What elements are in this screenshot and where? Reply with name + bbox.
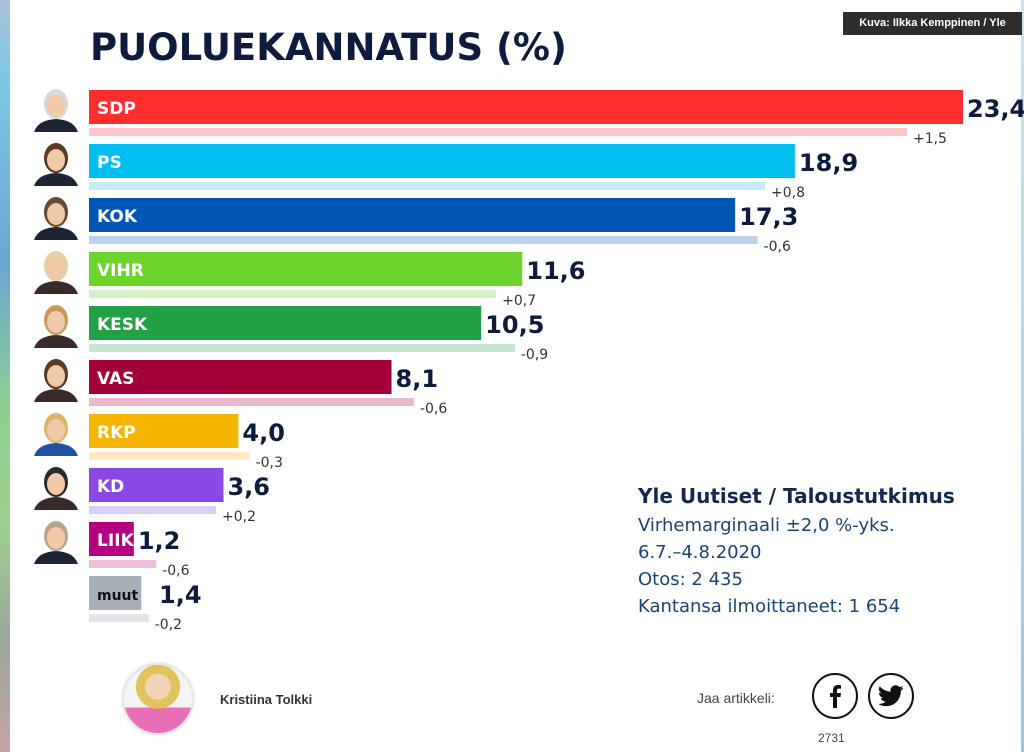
bar-chart: SDP 23,4 +1,5 PS 18,9 +0,8 KOK 17,3 -0,6 VIHR 11,6… — [34, 88, 1024, 633]
bar-vas — [89, 360, 392, 394]
share-count: 2731 — [818, 731, 845, 745]
twitter-icon — [878, 685, 904, 707]
right-decorative-strip — [1021, 0, 1024, 752]
previous-bar-kd — [89, 506, 216, 514]
politician-portrait — [34, 466, 78, 510]
previous-bar-vihr — [89, 290, 497, 298]
change-label: -0,3 — [256, 455, 283, 471]
twitter-share-button[interactable] — [868, 673, 914, 719]
politician-portrait — [34, 250, 78, 294]
politician-portrait — [34, 412, 78, 456]
author-name[interactable]: Kristiina Tolkki — [220, 691, 313, 707]
change-label: -0,9 — [521, 347, 548, 363]
photo-credit: Kuva: Ilkka Kemppinen / Yle — [843, 12, 1022, 35]
previous-bar-vas — [89, 398, 414, 406]
sample-size: Otos: 2 435 — [638, 569, 743, 590]
bar-label: muut — [97, 588, 139, 604]
author-avatar[interactable] — [122, 663, 194, 735]
politician-portrait — [34, 358, 78, 402]
source-info: Yle Uutiset / Taloustutkimus Virhemargin… — [638, 484, 955, 620]
politician-portrait — [34, 520, 78, 564]
bar-label: VIHR — [97, 261, 144, 281]
facebook-share-button[interactable] — [812, 673, 858, 719]
bar-label: KOK — [97, 207, 138, 227]
value-label: 18,9 — [799, 149, 858, 177]
author-byline[interactable]: Kristiina Tolkki — [122, 663, 312, 735]
previous-bar-ps — [89, 182, 766, 190]
change-label: -0,6 — [162, 563, 189, 579]
source-title: Yle Uutiset / Taloustutkimus — [638, 484, 955, 508]
politician-portrait — [34, 88, 78, 132]
declared-respondents: Kantansa ilmoittaneet: 1 654 — [638, 596, 901, 617]
change-label: +0,2 — [222, 509, 256, 525]
change-label: +0,8 — [771, 185, 805, 201]
value-label: 10,5 — [485, 311, 544, 339]
previous-bar-kesk — [89, 344, 515, 352]
value-label: 23,4 — [967, 95, 1024, 123]
value-label: 1,4 — [159, 581, 202, 609]
left-decorative-strip — [0, 0, 10, 752]
value-label: 1,2 — [138, 527, 181, 555]
bar-label: RKP — [97, 423, 136, 443]
politician-portrait — [34, 196, 78, 240]
margin-of-error: Virhemarginaali ±2,0 %-yks. — [638, 515, 895, 536]
politician-portrait — [34, 304, 78, 348]
change-label: +1,5 — [913, 131, 947, 147]
bar-kd — [89, 468, 224, 502]
change-label: +0,7 — [502, 293, 536, 309]
bar-sdp — [89, 90, 963, 124]
change-label: -0,6 — [420, 401, 447, 417]
value-label: 4,0 — [242, 419, 285, 447]
bar-vihr — [89, 252, 523, 286]
previous-bar-rkp — [89, 452, 250, 460]
bar-kesk — [89, 306, 482, 340]
bar-ps — [89, 144, 795, 178]
bar-label: KESK — [97, 315, 148, 335]
change-label: -0,6 — [764, 239, 791, 255]
value-label: 11,6 — [526, 257, 585, 285]
bar-label: SDP — [97, 99, 136, 119]
politician-portrait — [34, 142, 78, 186]
change-label: -0,2 — [155, 617, 182, 633]
previous-bar-kok — [89, 236, 758, 244]
bar-label: VAS — [97, 369, 134, 389]
chart-title: PUOLUEKANNATUS (%) — [90, 26, 567, 69]
previous-bar-sdp — [89, 128, 907, 136]
previous-bar-muut — [89, 614, 149, 622]
bar-label: KD — [97, 477, 124, 497]
bar-liik — [89, 522, 134, 556]
bar-muut — [89, 576, 142, 610]
bar-label: LIIK — [97, 531, 135, 551]
value-label: 3,6 — [227, 473, 270, 501]
value-label: 17,3 — [739, 203, 798, 231]
value-label: 8,1 — [396, 365, 439, 393]
bar-rkp — [89, 414, 239, 448]
bar-kok — [89, 198, 736, 232]
facebook-icon — [830, 685, 841, 708]
survey-dates: 6.7.–4.8.2020 — [638, 542, 762, 563]
bar-label: PS — [97, 153, 122, 173]
previous-bar-liik — [89, 560, 157, 568]
share-label: Jaa artikkeli: — [697, 690, 775, 706]
